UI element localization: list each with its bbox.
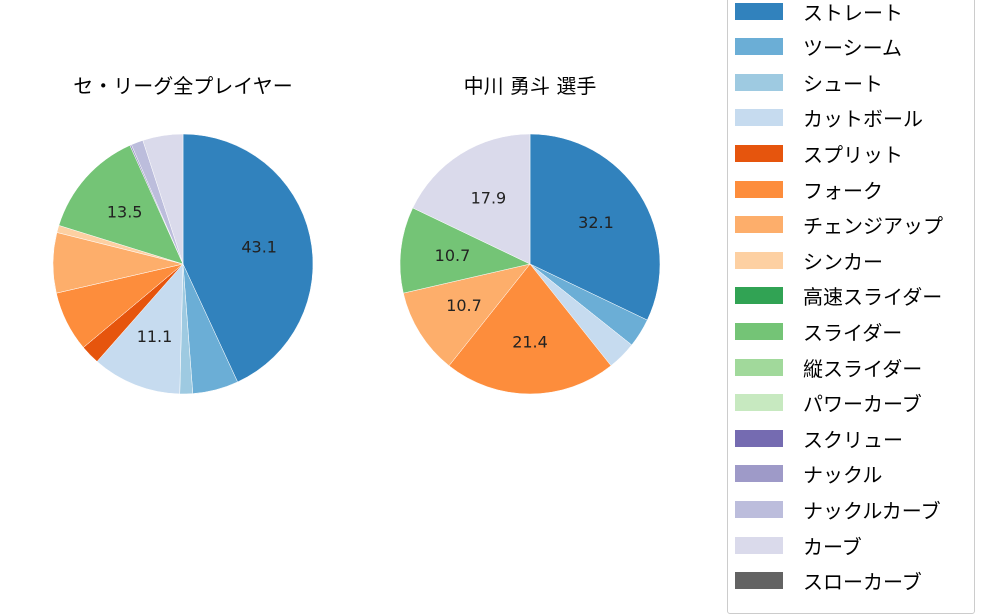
legend-label: スクリュー bbox=[803, 427, 903, 452]
legend-label: 縦スライダー bbox=[803, 356, 923, 381]
slice-value-label: 17.9 bbox=[471, 189, 507, 208]
legend-item: スローカーブ bbox=[735, 569, 922, 595]
legend-swatch bbox=[735, 2, 783, 20]
chart-title-league: セ・リーグ全プレイヤー bbox=[73, 74, 293, 98]
pie-slice bbox=[403, 263, 531, 367]
pie-player: 32.1 21.4 10.7 10.7 17.9 bbox=[399, 133, 661, 395]
legend-swatch bbox=[735, 216, 783, 234]
legend-item: ナックル bbox=[735, 462, 883, 488]
slice-value-label: 13.5 bbox=[107, 203, 143, 222]
legend-item: 高速スライダー bbox=[735, 284, 943, 310]
pie-slice bbox=[142, 133, 184, 265]
legend-label: スローカーブ bbox=[803, 570, 922, 595]
legend-label: 高速スライダー bbox=[803, 285, 943, 310]
legend-label: ツーシーム bbox=[803, 36, 902, 61]
legend-swatch bbox=[735, 394, 783, 412]
legend-label: ナックル bbox=[803, 463, 883, 488]
legend-item: ナックルカーブ bbox=[735, 497, 941, 523]
legend-item: シンカー bbox=[735, 248, 883, 274]
pie-slice bbox=[182, 133, 314, 383]
legend-item: カットボール bbox=[735, 106, 923, 132]
legend-item: フォーク bbox=[735, 177, 883, 203]
legend-item: ツーシーム bbox=[735, 35, 902, 61]
legend-item: スプリット bbox=[735, 141, 903, 167]
legend-label: ストレート bbox=[803, 0, 903, 25]
legend-label: スプリット bbox=[803, 142, 903, 167]
legend-item: ストレート bbox=[735, 0, 903, 25]
legend-swatch bbox=[735, 109, 783, 127]
pie-slice bbox=[412, 133, 531, 265]
legend-swatch bbox=[735, 500, 783, 518]
legend-item: 縦スライダー bbox=[735, 355, 923, 381]
slice-value-label: 10.7 bbox=[446, 296, 482, 315]
legend-item: チェンジアップ bbox=[735, 213, 943, 239]
slice-value-label: 10.7 bbox=[435, 246, 471, 265]
pie-slice bbox=[399, 207, 531, 294]
pie-charts: 43.1 11.1 13.5 32.1 21.4 10.7 10.7 17.9 bbox=[52, 133, 661, 395]
legend-label: ナックルカーブ bbox=[803, 498, 941, 523]
legend-item: スクリュー bbox=[735, 426, 903, 452]
legend-swatch bbox=[735, 429, 783, 447]
legend: ストレートツーシームシュートカットボール スプリットフォークチェンジアップ シンカー… bbox=[727, 0, 975, 614]
legend-swatch bbox=[735, 287, 783, 305]
legend-swatch bbox=[735, 180, 783, 198]
legend-label: パワーカーブ bbox=[803, 392, 922, 417]
legend-swatch bbox=[735, 38, 783, 56]
chart-title-player: 中川 勇斗 選手 bbox=[463, 74, 597, 98]
pie-slice bbox=[448, 263, 612, 395]
legend-swatch bbox=[735, 322, 783, 340]
pie-league: 43.1 11.1 13.5 bbox=[52, 133, 314, 395]
legend-swatch bbox=[735, 144, 783, 162]
legend-label: スライダー bbox=[803, 320, 903, 345]
pie-slice bbox=[58, 145, 184, 265]
legend-swatch bbox=[735, 358, 783, 376]
legend-item: シュート bbox=[735, 70, 883, 96]
legend-swatch bbox=[735, 251, 783, 269]
legend-label: シュート bbox=[803, 71, 883, 96]
legend-label: フォーク bbox=[803, 178, 883, 203]
legend-item: スライダー bbox=[735, 319, 903, 345]
legend-item: カーブ bbox=[735, 533, 862, 559]
legend-swatch bbox=[735, 572, 783, 590]
legend-label: カットボール bbox=[803, 107, 923, 132]
slice-value-label: 11.1 bbox=[137, 327, 173, 346]
legend-swatch bbox=[735, 465, 783, 483]
legend-swatch bbox=[735, 73, 783, 91]
pie-slice bbox=[529, 133, 661, 321]
pie-slice bbox=[96, 263, 184, 395]
legend-item: パワーカーブ bbox=[735, 391, 922, 417]
slice-value-label: 32.1 bbox=[578, 213, 614, 232]
legend-swatch bbox=[735, 536, 783, 554]
legend-label: カーブ bbox=[803, 534, 862, 559]
legend-label: チェンジアップ bbox=[803, 214, 943, 239]
slice-value-label: 21.4 bbox=[512, 333, 548, 352]
slice-value-label: 43.1 bbox=[241, 238, 277, 257]
legend-label: シンカー bbox=[803, 249, 883, 274]
